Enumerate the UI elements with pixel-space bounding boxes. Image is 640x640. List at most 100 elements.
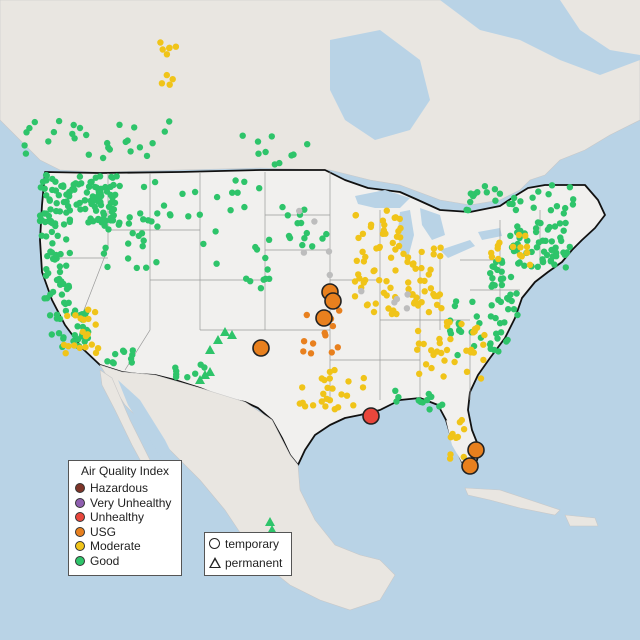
monitor-dot (63, 285, 71, 293)
monitor-dot (45, 138, 52, 145)
monitor-dot (247, 278, 254, 285)
monitor-dot (460, 426, 468, 433)
monitor-dot (488, 249, 495, 257)
temporary-monitor-unhealthy (362, 407, 380, 425)
monitor-dot (159, 46, 166, 53)
monitor-dot (483, 189, 490, 196)
monitor-dot (264, 266, 271, 273)
monitor-dot (517, 244, 524, 251)
monitor-dot (88, 178, 95, 185)
monitor-dot (495, 296, 502, 304)
monitor-dot (52, 178, 59, 185)
monitor-dot (102, 217, 110, 224)
monitor-dot (136, 144, 144, 151)
monitor-dot (21, 142, 28, 149)
hudson-bay (330, 30, 430, 140)
monitor-dot (127, 148, 134, 155)
monitor-dot (487, 313, 495, 320)
monitor-dot (403, 305, 411, 312)
monitor-dot (41, 218, 49, 226)
monitor-dot (85, 219, 92, 226)
monitor-dot (303, 311, 310, 319)
monitor-dot (566, 243, 573, 251)
monitor-dot (241, 178, 248, 185)
monitor-dot (516, 251, 524, 259)
monitor-dot (481, 183, 489, 190)
monitor-dot (356, 275, 363, 282)
monitor-dot (54, 232, 61, 239)
monitor-dot (172, 373, 180, 381)
monitor-dot (521, 262, 528, 269)
monitor-dot (70, 121, 77, 129)
monitor-dot (94, 216, 102, 224)
monitor-dot (371, 267, 378, 274)
monitor-dot (63, 312, 71, 320)
aqi-legend-title: Air Quality Index (80, 464, 170, 478)
monitor-dot (23, 129, 30, 136)
monitor-dot (81, 338, 88, 345)
permanent-monitor (205, 367, 215, 376)
monitor-dot (43, 172, 50, 179)
monitor-dot (469, 298, 476, 305)
monitor-dot (395, 394, 402, 401)
monitor-dot (107, 214, 114, 222)
monitor-dot (319, 235, 326, 242)
monitor-dot (113, 173, 120, 180)
monitor-dot (467, 349, 475, 356)
monitor-dot (416, 370, 423, 377)
monitor-dot (507, 232, 514, 239)
monitor-dot (105, 226, 112, 233)
monitor-dot (116, 121, 123, 128)
monitor-dot (360, 279, 367, 286)
monitor-dot (201, 364, 208, 371)
monitor-dot (92, 207, 100, 214)
circle-icon (209, 538, 220, 549)
monitor-markers (21, 39, 577, 534)
monitor-dot (551, 261, 558, 268)
monitor-dot (534, 219, 542, 226)
monitor-dot (458, 416, 465, 424)
monitor-dot (498, 281, 506, 289)
monitor-dot (393, 233, 401, 240)
monitor-dot (47, 248, 54, 255)
monitor-dot (329, 322, 337, 330)
usg-swatch (75, 526, 85, 537)
monitor-dot (364, 301, 371, 308)
monitor-dot (392, 387, 399, 394)
monitor-dot (437, 244, 444, 251)
monitor-dot (262, 254, 269, 262)
monitor-dot (488, 302, 495, 309)
permanent-monitor (220, 327, 230, 336)
monitor-dot (558, 237, 565, 245)
monitor-dot (62, 262, 70, 269)
monitor-dot (234, 189, 241, 196)
monitor-dot (451, 358, 458, 366)
monitor-dot (417, 398, 424, 406)
canada-land (0, 0, 640, 206)
good-swatch (75, 555, 85, 566)
monitor-dot (329, 385, 336, 392)
monitor-dot (376, 277, 383, 284)
monitor-dot (352, 212, 359, 219)
temporary-monitor-usg (467, 441, 485, 459)
lake-ontario (478, 228, 502, 240)
monitor-dot (562, 219, 569, 227)
monitor-dot (44, 252, 51, 260)
monitor-dot (169, 76, 176, 83)
monitor-dot (529, 194, 536, 201)
monitor-dot (256, 185, 263, 192)
monitor-dot (81, 197, 89, 204)
monitor-dot (458, 320, 465, 328)
monitor-dot (492, 197, 499, 204)
monitor-dot (404, 254, 412, 261)
monitor-dot (83, 131, 90, 139)
monitor-dot (562, 204, 569, 212)
temporary-monitor-usg (324, 292, 342, 310)
monitor-dot (523, 249, 531, 256)
monitor-dot (388, 310, 396, 318)
monitor-dot (430, 351, 437, 359)
monitor-dot (494, 335, 501, 342)
monitor-dot (140, 216, 147, 223)
monitor-dot (137, 210, 144, 217)
monitor-dot (387, 284, 394, 291)
